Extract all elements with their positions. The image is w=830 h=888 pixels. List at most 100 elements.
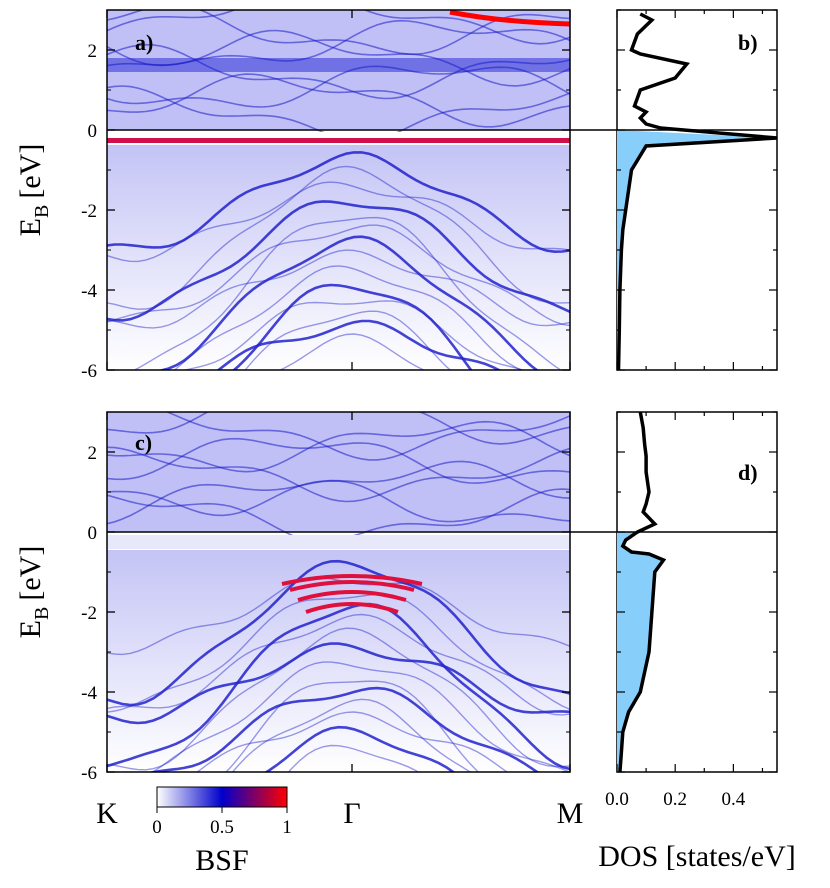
ylabel-bottom-main: E — [14, 620, 47, 638]
panel-a-gap — [107, 132, 570, 138]
panel-a-bsf-map — [107, 10, 570, 370]
dos-x-tick-labels: 0.0 0.2 0.4 — [605, 789, 746, 810]
red-band-line — [297, 590, 407, 602]
panel-a: 2 0 -2 -4 -6 a) — [81, 9, 571, 382]
valence-band-line — [244, 310, 452, 370]
kpath-label-k: K — [96, 797, 118, 830]
valence-band-line — [107, 224, 570, 327]
dos-x-tick-label: 0.4 — [721, 789, 745, 810]
panel-c-red-bands — [281, 574, 423, 614]
panel-a-top-band — [449, 10, 570, 27]
ylabel-top-unit: [eV] — [14, 144, 47, 199]
panel-c-label: c) — [135, 430, 152, 455]
valence-band-line — [107, 559, 570, 707]
red-band-line — [305, 602, 399, 614]
panel-b-dos-curve — [616, 12, 778, 371]
panel-c-conduction-region — [107, 412, 570, 532]
panel-a-band-lines — [107, 10, 570, 370]
y-tick-label: 0 — [88, 523, 98, 544]
y-tick-label: 2 — [88, 41, 98, 62]
panel-a-flat-band — [107, 138, 570, 143]
panel-b-label: b) — [738, 30, 758, 55]
conduction-band-line — [107, 460, 570, 517]
valence-band-line — [107, 593, 570, 713]
conduction-band-line — [107, 420, 570, 473]
dos-xlabel: DOS [states/eV] — [598, 840, 795, 873]
conduction-band-line — [107, 65, 570, 108]
valence-band-line — [264, 725, 456, 772]
valence-band-line — [216, 319, 502, 370]
y-tick-label: -4 — [81, 683, 97, 704]
panel-d-label: d) — [738, 460, 758, 485]
panel-d-dos-curve — [618, 411, 667, 773]
panel-a-label: a) — [135, 30, 153, 55]
valence-band-line — [287, 744, 420, 772]
conduction-band-line — [107, 43, 570, 100]
valence-band-line — [278, 333, 426, 370]
panel-c-frame — [106, 411, 571, 773]
valence-band-line — [173, 265, 524, 370]
kpath-label-gamma: Γ — [343, 797, 360, 830]
conduction-band-line — [107, 446, 570, 503]
valence-band-line — [107, 165, 570, 310]
ylabel-top-main: E — [14, 218, 47, 236]
dos-x-tick-label: 0.0 — [605, 789, 629, 810]
valence-band-line — [107, 602, 570, 771]
panel-a-ticks: 2 0 -2 -4 -6 — [81, 9, 571, 382]
panel-a-valence-region — [107, 145, 570, 370]
valence-band-line — [231, 698, 472, 772]
kpath-label-m: M — [557, 797, 584, 830]
red-band-line — [289, 580, 415, 592]
y-tick-label: -4 — [81, 281, 97, 302]
valence-band-line — [107, 181, 570, 263]
svg-text:EB[eV]: EB [eV] — [14, 546, 53, 639]
conduction-band-line — [107, 437, 570, 484]
conduction-band-line — [107, 19, 570, 67]
panel-c-gap — [107, 535, 570, 549]
valence-band-line — [195, 711, 509, 772]
valence-band-line — [107, 627, 570, 771]
panel-d: d) — [616, 411, 778, 773]
conduction-band-line — [107, 10, 570, 45]
y-tick-label: -2 — [81, 603, 97, 624]
panel-d-ticks — [616, 411, 777, 773]
valence-band-line — [107, 249, 570, 329]
valence-band-line — [107, 200, 570, 322]
valence-band-line — [232, 283, 473, 370]
y-tick-label: -2 — [81, 201, 97, 222]
ylabel-bottom-unit: [eV] — [14, 546, 47, 601]
panel-c-bsf-map — [107, 412, 570, 772]
y-tick-label: -6 — [81, 763, 97, 784]
valence-band-line — [107, 151, 570, 254]
conduction-band-line — [165, 412, 570, 461]
valence-band-line — [225, 680, 480, 772]
ylabel-top: EB [eV] — [14, 144, 53, 237]
valence-band-line — [182, 300, 525, 370]
y-tick-label: 0 — [88, 121, 98, 142]
valence-band-line — [107, 576, 570, 656]
y-tick-label: -6 — [81, 361, 97, 382]
panel-a-dense-band — [107, 58, 570, 72]
valence-band-line — [155, 235, 539, 370]
y-tick-label: 2 — [88, 443, 98, 464]
svg-text:EB[eV]: EB [eV] — [14, 144, 53, 237]
panel-c: 2 0 -2 -4 -6 c) — [81, 411, 571, 784]
colorbar-label: BSF — [195, 844, 248, 877]
colorbar-gradient — [156, 786, 288, 808]
panel-a-frame — [106, 9, 571, 371]
dos-x-tick-label: 0.2 — [663, 789, 687, 810]
colorbar-tick-label-2: 1 — [282, 817, 292, 838]
panel-b: b) — [616, 9, 778, 371]
ylabel-top-sub: B — [31, 205, 53, 218]
valence-band-line — [147, 686, 540, 772]
ylabel-bottom-sub: B — [31, 607, 53, 620]
colorbar: 0 0.5 1 BSF — [152, 786, 292, 877]
conduction-band-line — [107, 10, 570, 56]
panel-c-ticks: 2 0 -2 -4 -6 — [81, 411, 571, 784]
conduction-band-line — [107, 412, 570, 445]
panel-b-dos-fill — [617, 130, 777, 370]
valence-band-line — [132, 216, 562, 370]
valence-band-line — [107, 642, 570, 725]
panel-c-band-lines — [107, 412, 570, 772]
